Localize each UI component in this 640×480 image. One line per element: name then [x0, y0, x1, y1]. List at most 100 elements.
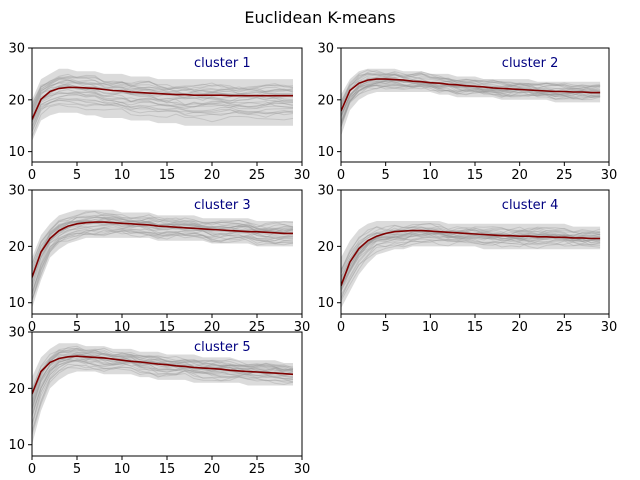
member-series-line — [32, 83, 294, 121]
member-series-line — [341, 225, 601, 271]
x-tick-label: 15 — [159, 462, 176, 477]
member-series-line — [32, 349, 294, 393]
x-tick-label: 20 — [204, 320, 221, 335]
member-series-line — [32, 99, 294, 127]
x-tick-label: 30 — [601, 168, 618, 183]
member-series-line — [32, 211, 294, 264]
x-tick-label: 0 — [28, 462, 36, 477]
x-tick-label: 0 — [337, 320, 345, 335]
member-series-line — [32, 347, 294, 391]
member-series-line — [32, 347, 294, 392]
x-tick-label: 15 — [159, 168, 176, 183]
member-series-line — [341, 223, 601, 272]
y-tick-label: 30 — [8, 184, 25, 199]
member-series-line — [32, 359, 294, 426]
x-tick-label: 0 — [28, 168, 36, 183]
member-series-line — [341, 84, 601, 128]
centroid-line — [341, 78, 601, 112]
cluster-label: cluster 3 — [194, 198, 251, 213]
member-series-line — [32, 210, 294, 265]
member-band — [32, 68, 293, 142]
member-series-line — [32, 73, 294, 108]
member-series-line — [32, 214, 294, 268]
member-series-line — [341, 77, 601, 116]
x-tick-label: 15 — [467, 320, 484, 335]
member-series-line — [32, 77, 294, 108]
centroid-line — [32, 86, 293, 120]
figure-title: Euclidean K-means — [244, 8, 395, 27]
member-series-line — [341, 238, 601, 296]
y-tick-label: 20 — [317, 240, 334, 255]
x-tick-label: 25 — [249, 168, 266, 183]
subplot-5: 0 5 10 15 20 25 30 10 20 30 cluster 5 — [8, 326, 310, 478]
x-tick-label: 10 — [422, 320, 439, 335]
member-series-line — [32, 345, 294, 394]
x-tick-label: 20 — [511, 168, 528, 183]
member-series-line — [32, 219, 294, 280]
member-series-line — [341, 83, 601, 128]
member-series-line — [341, 238, 601, 299]
member-series-line — [32, 360, 294, 424]
x-tick-label: 25 — [556, 168, 573, 183]
member-band — [32, 209, 293, 309]
x-tick-label: 10 — [422, 168, 439, 183]
x-tick-label: 0 — [337, 168, 345, 183]
member-series-line — [32, 356, 294, 411]
y-tick-label: 30 — [317, 184, 334, 199]
member-series-line — [32, 79, 294, 111]
member-series-line — [341, 73, 601, 107]
member-series-line — [341, 70, 601, 105]
member-series-line — [32, 216, 294, 277]
member-series-line — [32, 94, 294, 123]
member-series-line — [32, 351, 294, 403]
member-series-line — [32, 98, 294, 127]
member-series-line — [341, 79, 601, 122]
member-series-line — [341, 71, 601, 103]
member-series-line — [32, 347, 294, 390]
y-tick-label: 10 — [8, 296, 25, 311]
member-series-line — [341, 224, 601, 271]
member-series-line — [341, 72, 601, 107]
x-tick-label: 20 — [204, 462, 221, 477]
y-tick-label: 10 — [8, 438, 25, 453]
subplot-4: 0 5 10 15 20 25 30 10 20 30 cluster 4 — [317, 184, 617, 336]
member-series-line — [32, 89, 294, 123]
member-series-line — [32, 229, 294, 300]
axes-frame — [31, 189, 303, 315]
member-series-line — [32, 98, 294, 132]
x-tick-label: 5 — [382, 168, 390, 183]
centroid-line — [341, 229, 601, 287]
y-tick-label: 10 — [317, 145, 334, 160]
member-series-line — [32, 350, 294, 401]
member-series-line — [341, 72, 601, 102]
y-tick-label: 30 — [8, 42, 25, 57]
series-group — [341, 68, 601, 137]
member-series-line — [32, 218, 294, 279]
member-series-line — [341, 69, 601, 105]
member-series-line — [32, 216, 294, 277]
x-tick-label: 0 — [28, 320, 36, 335]
y-tick-label: 20 — [317, 93, 334, 108]
x-tick-label: 5 — [73, 320, 81, 335]
cluster-label: cluster 2 — [502, 56, 559, 71]
member-series-line — [341, 233, 601, 290]
member-series-line — [32, 102, 294, 133]
series-group — [32, 209, 294, 309]
y-tick-label: 30 — [8, 326, 25, 341]
member-series-line — [32, 230, 294, 301]
member-series-line — [341, 83, 601, 124]
y-tick-label: 10 — [317, 296, 334, 311]
member-series-line — [32, 359, 294, 424]
x-tick-label: 25 — [249, 320, 266, 335]
x-tick-label: 15 — [159, 320, 176, 335]
member-series-line — [32, 104, 294, 137]
member-series-line — [32, 77, 294, 113]
x-tick-label: 25 — [249, 462, 266, 477]
member-series-line — [341, 84, 601, 125]
x-tick-label: 20 — [511, 320, 528, 335]
y-tick-label: 30 — [317, 42, 334, 57]
member-series-line — [32, 352, 294, 401]
series-group — [32, 68, 294, 142]
member-series-line — [341, 84, 601, 126]
